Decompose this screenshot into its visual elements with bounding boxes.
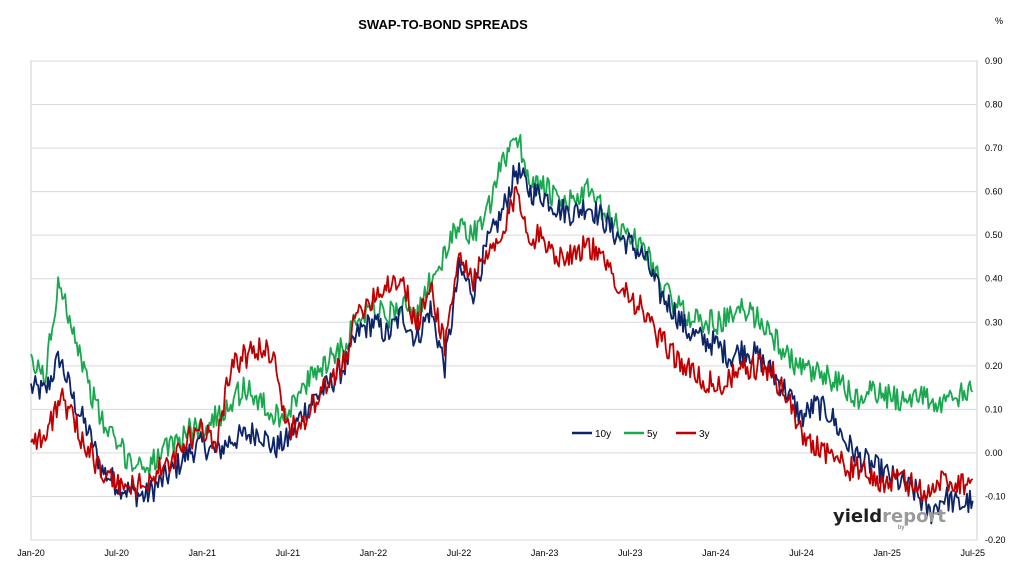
y-tick-label: 0.20	[985, 361, 1003, 371]
x-tick-label: Jul-25	[960, 548, 985, 558]
x-axis-tick-labels: Jan-20 Jul-20 Jan-21 Jul-21 Jan-22 Jul-22 Jan-…	[17, 548, 985, 558]
legend-label-10y: 10y	[595, 429, 611, 440]
y-tick-label: 0.10	[985, 404, 1003, 414]
legend-label-3y: 3y	[699, 429, 710, 440]
x-tick-label: Jul-21	[276, 548, 301, 558]
chart-title: SWAP-TO-BOND SPREADS	[358, 17, 528, 32]
x-tick-label: Jan-24	[702, 548, 730, 558]
yieldreport-watermark: yieldreport by	[833, 506, 946, 531]
y-tick-label: -0.10	[985, 491, 1006, 501]
watermark-brand-main: yield	[833, 506, 882, 527]
x-tick-label: Jan-20	[17, 548, 45, 558]
y-tick-label: 0.50	[985, 230, 1003, 240]
x-tick-label: Jul-20	[104, 548, 129, 558]
y-axis-unit-label: %	[995, 16, 1003, 26]
y-tick-label: 0.70	[985, 143, 1003, 153]
y-tick-label: 0.30	[985, 317, 1003, 327]
y-tick-label: 0.40	[985, 274, 1003, 284]
series-line-5y	[30, 133, 974, 478]
watermark-brand-light: report	[882, 506, 946, 527]
y-tick-label: 0.60	[985, 187, 1003, 197]
x-tick-label: Jul-24	[789, 548, 814, 558]
y-axis-tick-labels: 0.90 0.80 0.70 0.60 0.50 0.40 0.30 0.20 0.10 0.00…	[985, 56, 1006, 545]
y-tick-label: 0.80	[985, 100, 1003, 110]
y-tick-label: 0.00	[985, 448, 1003, 458]
watermark-sub: by	[898, 525, 904, 531]
x-tick-label: Jul-22	[447, 548, 472, 558]
x-tick-label: Jan-25	[873, 548, 901, 558]
y-tick-label: -0.20	[985, 535, 1006, 545]
x-tick-label: Jul-23	[618, 548, 643, 558]
series-line-3y	[30, 185, 974, 503]
x-tick-label: Jan-23	[531, 548, 559, 558]
x-tick-label: Jan-21	[188, 548, 216, 558]
legend: 10y 5y 3y	[572, 429, 710, 440]
legend-label-5y: 5y	[647, 429, 658, 440]
watermark-logo: yieldreport	[833, 506, 946, 527]
x-tick-label: Jan-22	[360, 548, 388, 558]
series-line-10y	[30, 162, 974, 525]
y-tick-label: 0.90	[985, 56, 1003, 66]
series-lines	[30, 133, 974, 525]
